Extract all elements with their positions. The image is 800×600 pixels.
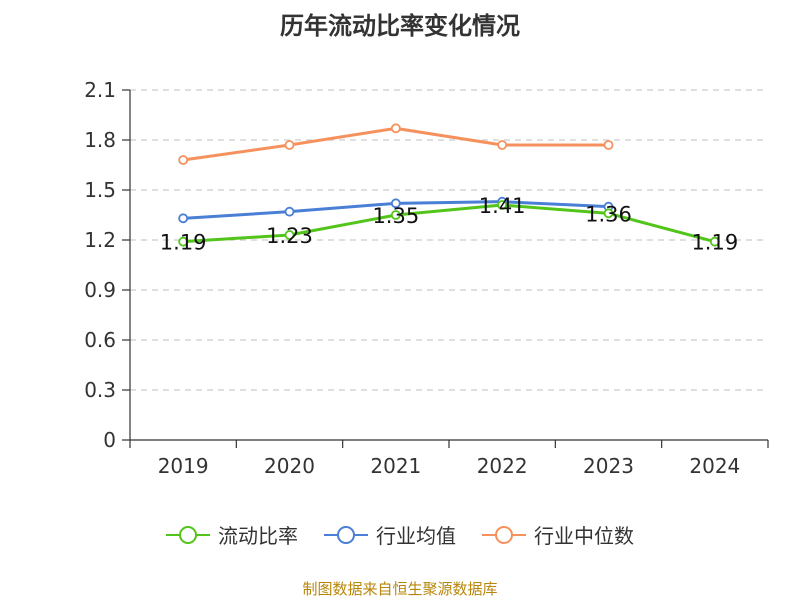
y-tick-label: 0.3 [84, 378, 116, 402]
data-point [603, 208, 614, 219]
data-point [390, 210, 401, 220]
data-point [178, 236, 189, 247]
data-label: 1.41 [479, 194, 526, 218]
x-tick-label: 2024 [689, 454, 740, 478]
y-tick-label: 1.2 [84, 228, 116, 252]
data-point [709, 236, 720, 247]
chart-title: 历年流动比率变化情况 [280, 12, 520, 40]
data-point [390, 198, 401, 209]
data-point [390, 123, 401, 134]
legend-item[interactable]: 行业均值 [324, 520, 456, 549]
y-tick-label: 1.8 [84, 128, 116, 152]
y-tick-label: 2.1 [84, 78, 116, 102]
data-point [178, 155, 189, 165]
legend-swatch-icon [166, 525, 210, 544]
legend-item[interactable]: 流动比率 [166, 520, 298, 549]
data-point [284, 206, 295, 217]
y-tick-label: 0.9 [84, 278, 116, 302]
series-line [183, 203, 716, 244]
data-label: 1.35 [372, 204, 419, 228]
data-label: 1.36 [585, 202, 632, 226]
y-tick-label: 1.5 [84, 178, 116, 202]
x-tick-label: 2023 [583, 454, 634, 478]
data-point [284, 140, 295, 150]
data-point [284, 230, 295, 240]
x-tick-label: 2022 [477, 454, 528, 478]
source-note: 制图数据来自恒生聚源数据库 [302, 580, 498, 598]
legend-swatch-icon [482, 525, 526, 544]
data-label: 1.19 [691, 231, 738, 255]
legend-label: 行业中位数 [534, 524, 634, 548]
x-tick-label: 2021 [370, 454, 421, 478]
y-tick-label: 0.6 [84, 328, 116, 352]
data-point [178, 213, 189, 224]
legend-label: 行业均值 [376, 524, 456, 548]
data-label: 1.23 [266, 224, 313, 248]
legend-label: 流动比率 [218, 524, 298, 548]
legend-swatch-icon [324, 525, 368, 544]
y-tick-label: 0 [103, 428, 116, 452]
data-label: 1.19 [160, 231, 207, 255]
data-point [603, 140, 614, 150]
data-point [497, 140, 508, 150]
x-tick-label: 2020 [264, 454, 315, 478]
legend-item[interactable]: 行业中位数 [482, 520, 634, 549]
data-point [497, 200, 508, 210]
legend: 流动比率 行业均值 行业中位数 [0, 520, 800, 549]
x-tick-label: 2019 [158, 454, 209, 478]
